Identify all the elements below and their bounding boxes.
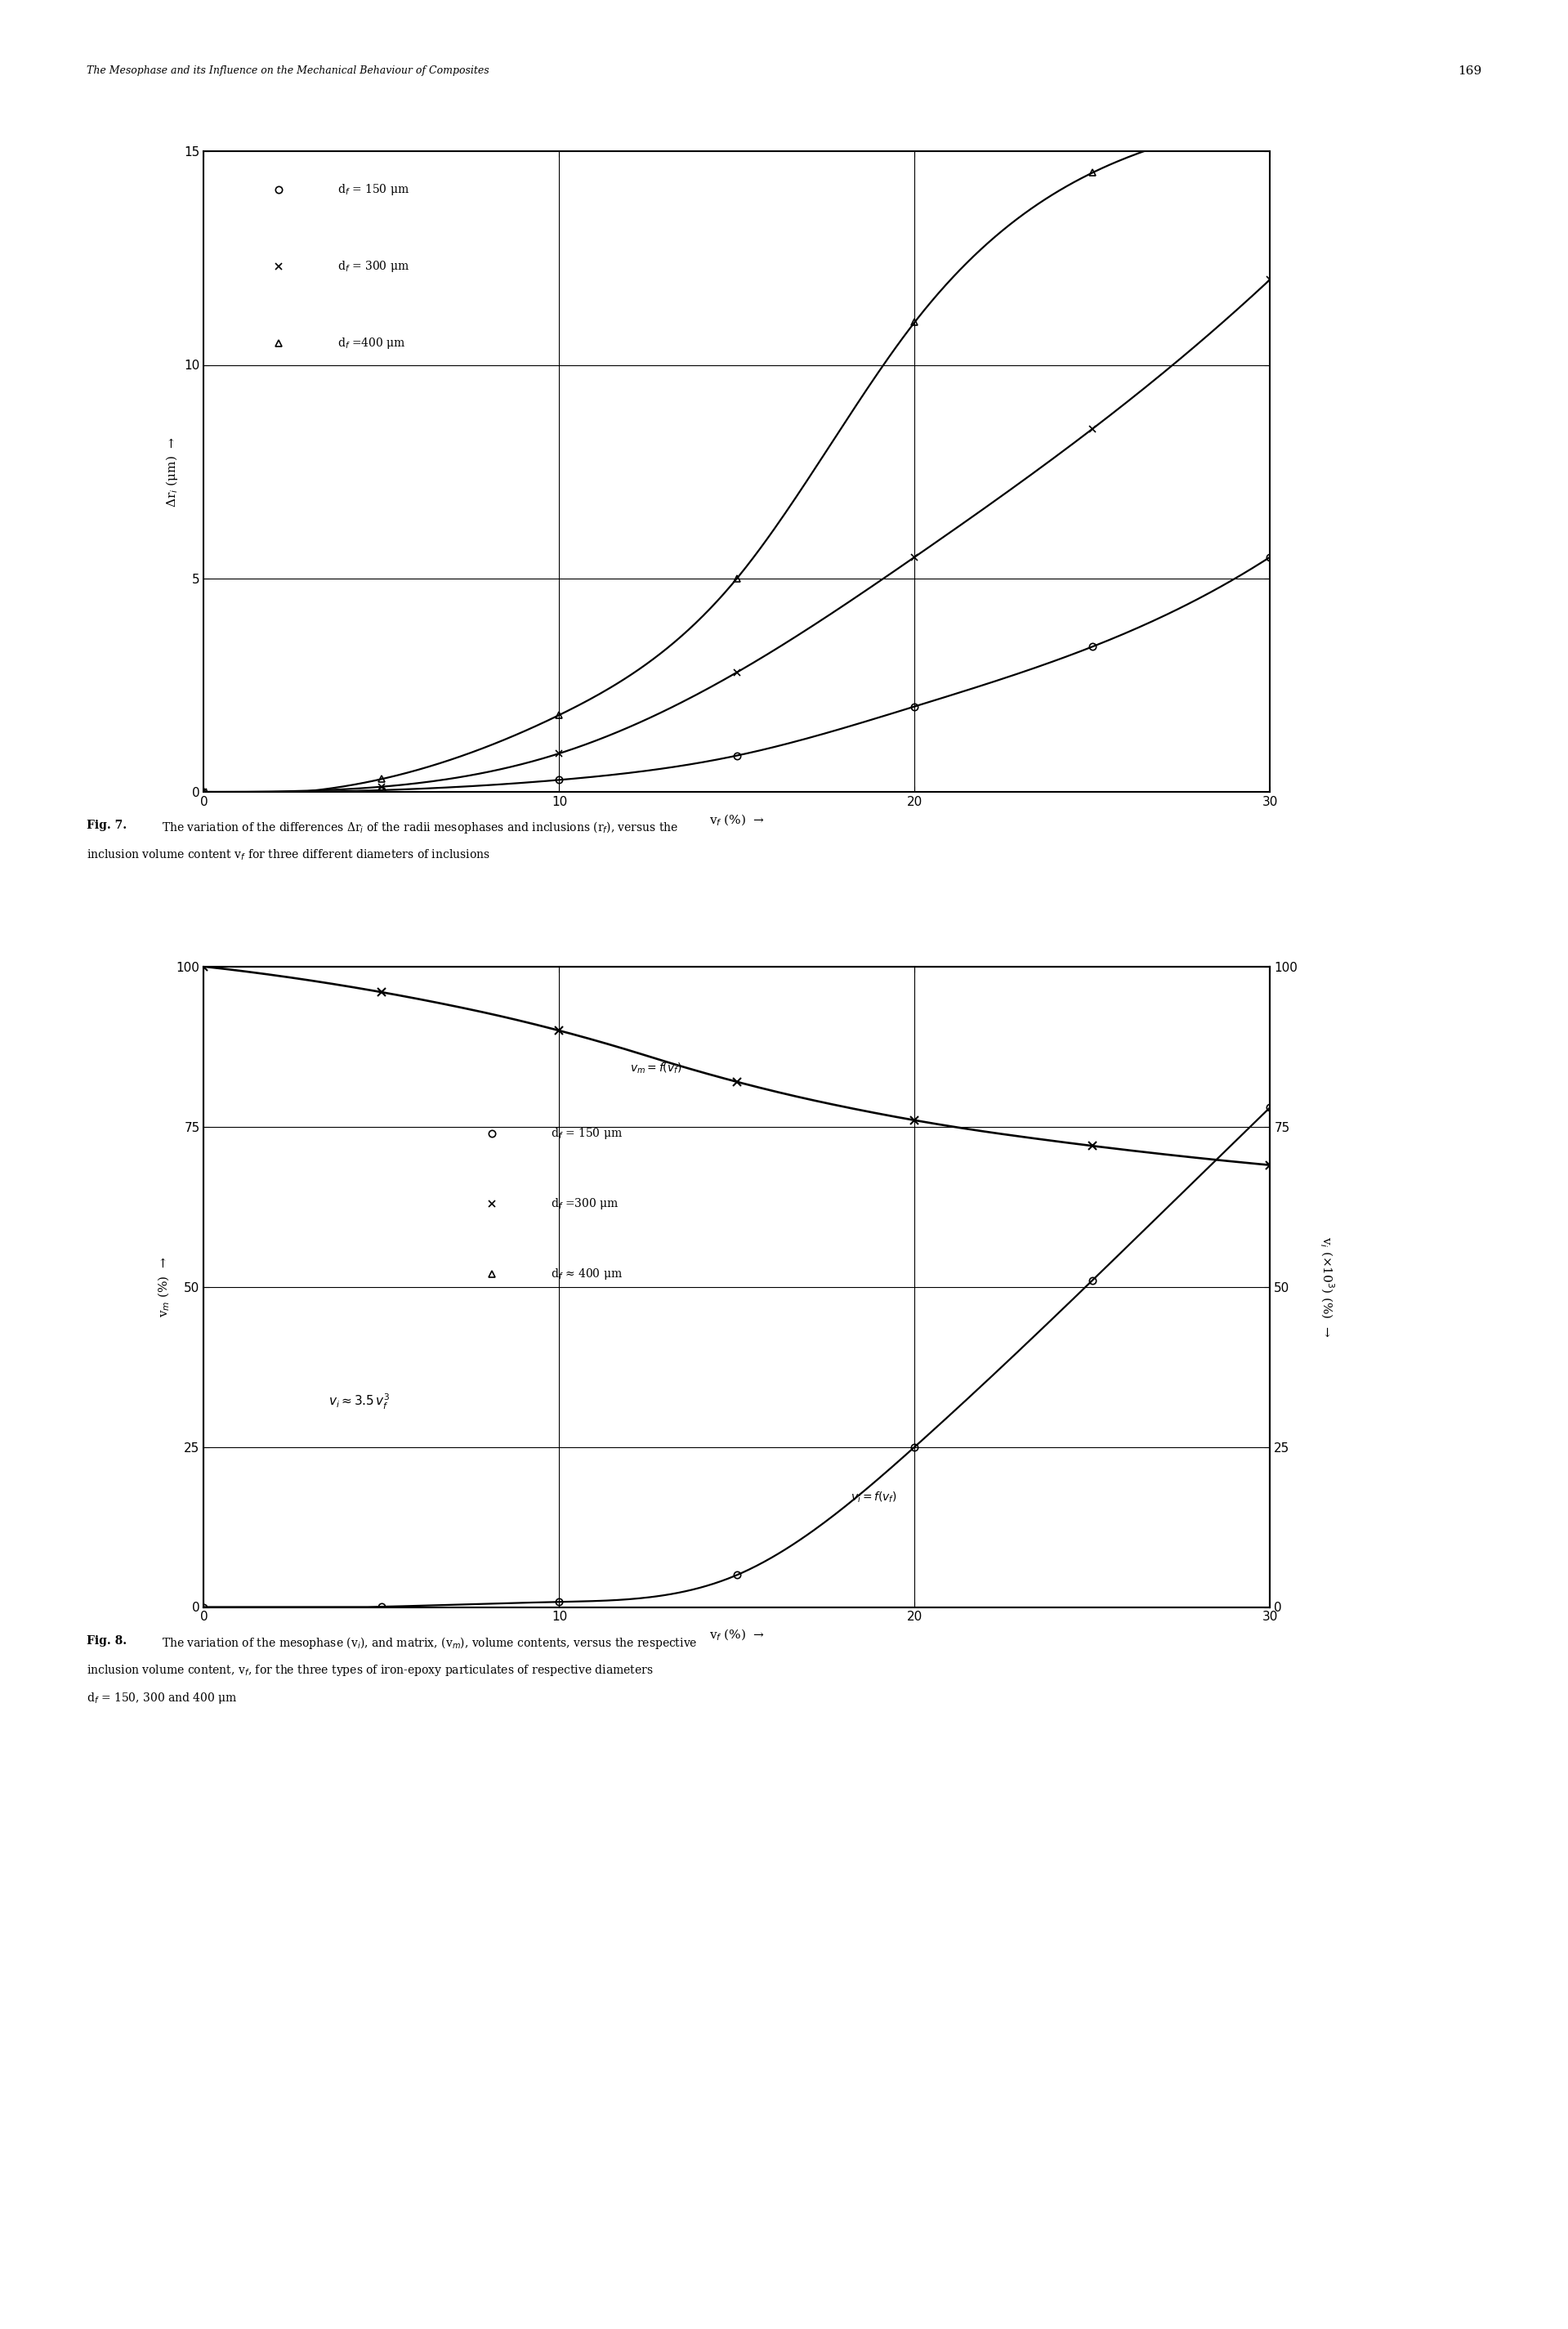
Text: Fig. 8.: Fig. 8. [86,1635,127,1647]
Text: d$_f$ =400 μm: d$_f$ =400 μm [337,335,406,352]
Text: 169: 169 [1458,65,1482,77]
Text: inclusion volume content v$_f$ for three different diameters of inclusions: inclusion volume content v$_f$ for three… [86,848,489,862]
Y-axis label: Δr$_i$ (μm)  →: Δr$_i$ (μm) → [165,436,180,508]
Text: $v_i = f(v_f)$: $v_i = f(v_f)$ [851,1491,897,1505]
Y-axis label: v$_i$ (×10$^3$) (%)  →: v$_i$ (×10$^3$) (%) → [1319,1237,1336,1337]
Text: $v_m = f(v_f)$: $v_m = f(v_f)$ [630,1062,682,1076]
Text: $v_i \approx 3.5\,v_f^3$: $v_i \approx 3.5\,v_f^3$ [328,1393,390,1411]
Text: d$_f$ = 150, 300 and 400 μm: d$_f$ = 150, 300 and 400 μm [86,1691,237,1705]
Text: inclusion volume content, v$_f$, for the three types of iron-epoxy particulates : inclusion volume content, v$_f$, for the… [86,1663,652,1677]
Text: d$_f$ = 300 μm: d$_f$ = 300 μm [337,259,409,275]
Text: The variation of the differences Δr$_i$ of the radii mesophases and inclusions (: The variation of the differences Δr$_i$ … [162,820,677,836]
Text: d$_f$ ≈ 400 μm: d$_f$ ≈ 400 μm [550,1267,622,1281]
Text: d$_f$ = 150 μm: d$_f$ = 150 μm [550,1125,622,1141]
Text: Fig. 7.: Fig. 7. [86,820,127,831]
Text: d$_f$ =300 μm: d$_f$ =300 μm [550,1197,619,1211]
Text: d$_f$ = 150 μm: d$_f$ = 150 μm [337,182,409,198]
X-axis label: v$_f$ (%)  →: v$_f$ (%) → [709,813,765,827]
Y-axis label: v$_m$ (%)  →: v$_m$ (%) → [157,1255,172,1318]
Text: The Mesophase and its Influence on the Mechanical Behaviour of Composites: The Mesophase and its Influence on the M… [86,65,489,77]
Text: The variation of the mesophase (v$_i$), and matrix, (v$_m$), volume contents, ve: The variation of the mesophase (v$_i$), … [162,1635,698,1651]
X-axis label: v$_f$ (%)  →: v$_f$ (%) → [709,1628,765,1642]
